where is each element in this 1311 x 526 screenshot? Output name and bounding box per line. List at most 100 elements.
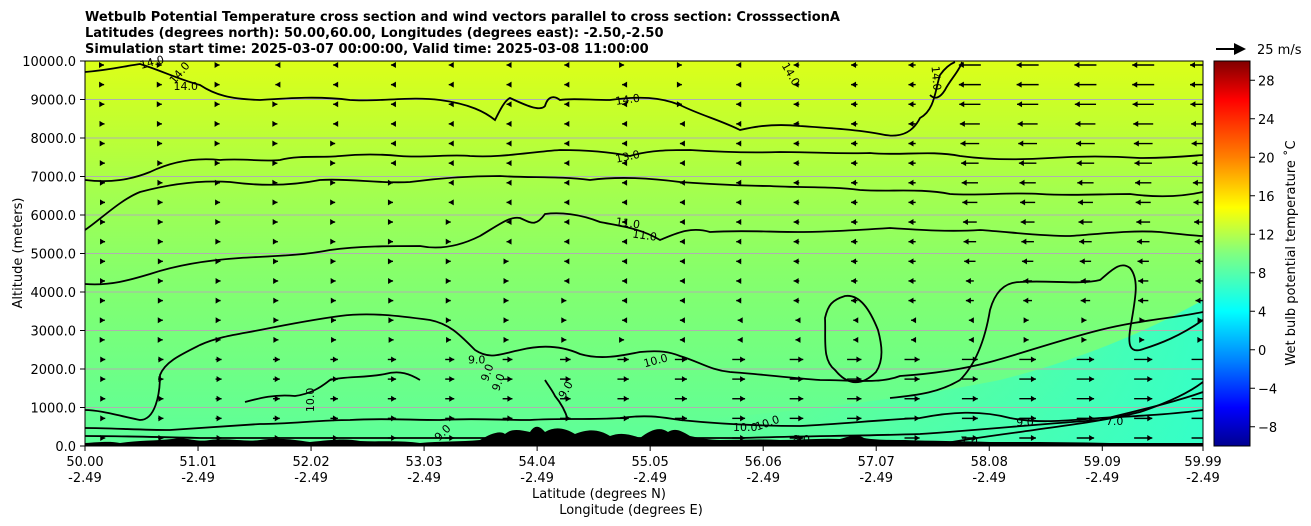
wind-vector	[1018, 160, 1037, 167]
wind-vector	[1023, 317, 1029, 324]
contour-label: 10.0	[642, 351, 669, 370]
x-tick-label-lat: 50.00	[66, 455, 103, 470]
wind-vector	[390, 160, 396, 167]
contour-13	[85, 149, 1203, 183]
wind-vector	[908, 277, 916, 284]
wind-vector	[330, 238, 336, 245]
x-tick-label-lat: 56.06	[745, 455, 782, 470]
wind-vector	[333, 101, 339, 108]
colorbar: −8 −4 0 4 8 12 16 20 24 28 Wet bulb potential tem…	[1213, 60, 1299, 447]
wind-vector	[214, 81, 220, 88]
wind-vector	[506, 62, 512, 68]
wind-vector	[1074, 81, 1097, 88]
wind-vector	[622, 277, 628, 284]
wind-vector	[564, 277, 570, 284]
colorbar-gradient-bar	[1213, 60, 1251, 447]
wind-vector	[908, 81, 916, 88]
wind-vector	[679, 160, 685, 167]
wind-vector	[448, 120, 454, 127]
wind-vector	[1193, 199, 1203, 206]
wind-vector	[330, 317, 336, 324]
wind-vector	[958, 81, 981, 88]
wind-vector	[847, 356, 862, 363]
wind-vector	[736, 160, 742, 167]
wind-vector	[1019, 179, 1036, 186]
wind-vector	[215, 238, 221, 245]
wind-vector	[272, 101, 278, 108]
wind-vector	[1136, 238, 1150, 245]
wind-vector	[390, 140, 396, 147]
wind-vector	[908, 297, 916, 304]
y-axis: 0.0 1000.0 2000.0 3000.0 4000.0 5000.0 6000.0 7…	[22, 55, 85, 455]
wind-vector	[1021, 258, 1034, 265]
contour-label: 9.0	[1016, 416, 1034, 429]
colorbar-tick-label: −4	[1258, 382, 1277, 397]
x-tick-label-lon: -2.49	[1085, 471, 1119, 486]
wind-vector	[100, 277, 106, 284]
wind-vector	[1078, 219, 1093, 226]
wind-vector	[157, 258, 163, 265]
wind-vector	[964, 258, 976, 265]
contour-12	[85, 175, 1203, 231]
wind-vector	[157, 219, 163, 226]
wind-vector	[732, 356, 746, 363]
wind-vector	[1019, 415, 1036, 422]
wind-vector	[1079, 258, 1092, 265]
wind-vector	[272, 356, 280, 363]
wind-vector	[503, 317, 509, 324]
wind-vector	[622, 120, 628, 127]
x-tick-label-lon: -2.49	[68, 471, 102, 486]
wind-vector	[506, 120, 512, 127]
wind-vector	[851, 219, 858, 226]
contour-label: 14.0	[615, 92, 641, 108]
wind-vector	[793, 140, 800, 147]
wind-vector	[1076, 356, 1095, 363]
wind-vector	[99, 199, 105, 206]
wind-vector	[506, 140, 512, 147]
x-axis-label-longitude: Longitude (degrees E)	[559, 503, 703, 518]
wind-vector	[679, 317, 685, 324]
colorbar-tick-label: 8	[1258, 267, 1266, 282]
wind-vector	[1023, 297, 1032, 304]
wind-vector	[793, 297, 800, 304]
wind-vector	[679, 297, 685, 304]
wind-vector	[679, 219, 685, 226]
wind-vector	[564, 62, 570, 68]
wind-vector	[156, 101, 162, 108]
wind-vector	[1021, 238, 1034, 245]
wind-vector	[1077, 179, 1094, 186]
contour-label: 14.0	[173, 80, 198, 93]
wind-vector	[1195, 277, 1203, 284]
wind-vector	[1018, 140, 1038, 147]
wind-vector	[1191, 437, 1203, 439]
wind-vector	[100, 395, 106, 402]
wind-vector	[793, 277, 800, 284]
contour-label: 11.0	[632, 228, 658, 244]
wind-vector	[622, 238, 628, 245]
wind-vector	[564, 140, 570, 147]
wind-vector	[968, 317, 974, 324]
wind-vector	[961, 160, 979, 167]
wind-vector	[1020, 219, 1035, 226]
wind-vector	[1134, 395, 1153, 402]
wind-vector	[622, 140, 628, 147]
wind-vector	[793, 62, 800, 68]
wind-vector	[273, 336, 279, 343]
wind-vector	[904, 356, 920, 363]
wind-vector	[564, 101, 570, 108]
wind-vector	[156, 120, 162, 127]
colorbar-tick-label: −8	[1258, 421, 1277, 436]
wind-vector	[330, 258, 336, 265]
wind-vector	[789, 356, 804, 363]
wind-vector	[851, 160, 858, 167]
wind-vector	[560, 376, 571, 383]
wind-vector	[851, 199, 858, 206]
wind-vector	[793, 199, 800, 206]
wind-vector	[564, 160, 570, 167]
wind-vector	[99, 317, 105, 324]
wind-vector	[793, 81, 800, 88]
y-tick-label: 8000.0	[31, 132, 77, 147]
wind-vector	[908, 219, 916, 226]
wind-vector	[736, 179, 742, 186]
wind-vector	[617, 356, 629, 363]
